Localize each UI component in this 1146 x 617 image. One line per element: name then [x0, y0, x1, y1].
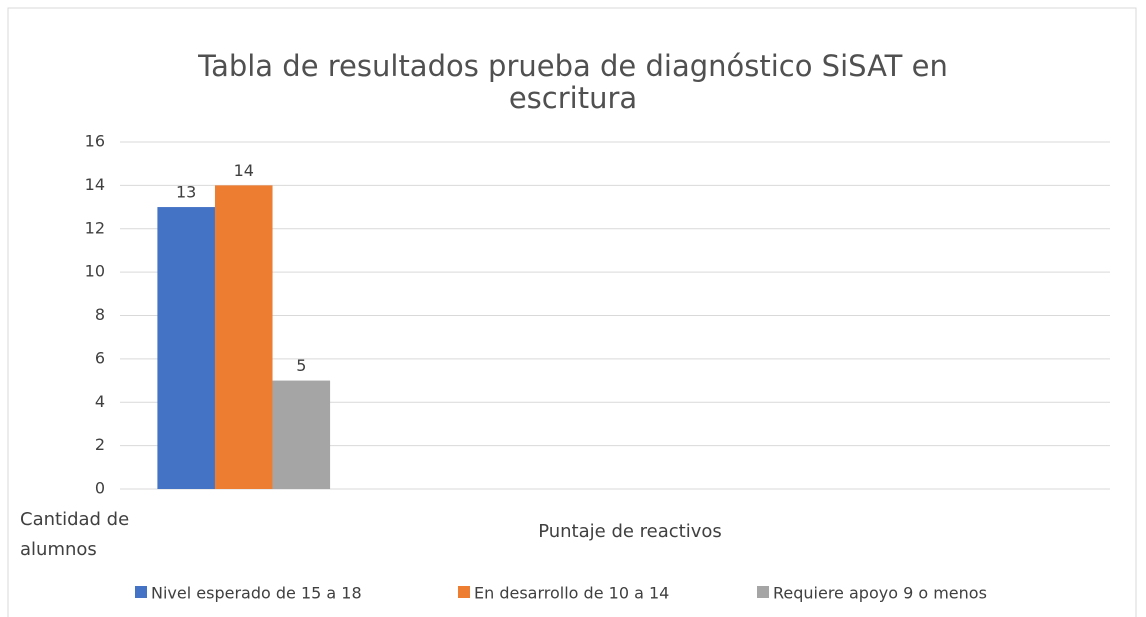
x-axis-title: Puntaje de reactivos [538, 521, 722, 542]
legend-label: En desarrollo de 10 a 14 [474, 584, 669, 603]
data-label: 13 [176, 183, 196, 202]
y-tick-label: 0 [95, 479, 105, 498]
bar [157, 207, 215, 489]
chart-title: Tabla de resultados prueba de diagnóstic… [198, 49, 948, 115]
legend-label: Nivel esperado de 15 a 18 [151, 584, 362, 603]
legend-label: Requiere apoyo 9 o menos [773, 584, 987, 603]
x-tick-label: Cantidad de alumnos [20, 509, 130, 560]
y-tick-label: 6 [95, 348, 105, 367]
chart-border [7, 7, 1137, 617]
legend-swatch [757, 586, 769, 598]
y-tick-label: 12 [85, 218, 105, 237]
data-label: 5 [296, 356, 306, 375]
y-tick-label: 4 [95, 392, 105, 411]
y-tick-label: 16 [85, 132, 105, 151]
y-tick-label: 14 [85, 175, 105, 194]
bar [214, 185, 273, 489]
y-tick-label: 2 [95, 435, 105, 454]
y-tick-label: 10 [85, 262, 105, 281]
bar [272, 380, 331, 489]
legend-swatch [458, 586, 470, 598]
data-label: 14 [234, 161, 254, 180]
legend-swatch [135, 586, 147, 598]
y-tick-label: 8 [95, 305, 105, 324]
